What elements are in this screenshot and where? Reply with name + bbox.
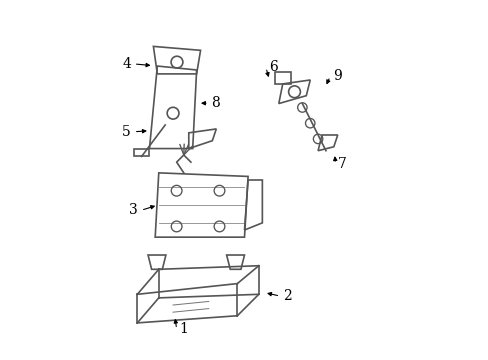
Text: 5: 5 bbox=[122, 125, 131, 139]
Text: 6: 6 bbox=[268, 60, 277, 75]
Text: 3: 3 bbox=[129, 203, 138, 217]
Text: 1: 1 bbox=[179, 322, 188, 336]
Text: 7: 7 bbox=[338, 157, 346, 171]
Text: 4: 4 bbox=[122, 57, 131, 71]
Text: 2: 2 bbox=[283, 289, 291, 303]
Text: 8: 8 bbox=[211, 96, 220, 110]
Text: 9: 9 bbox=[332, 69, 341, 84]
